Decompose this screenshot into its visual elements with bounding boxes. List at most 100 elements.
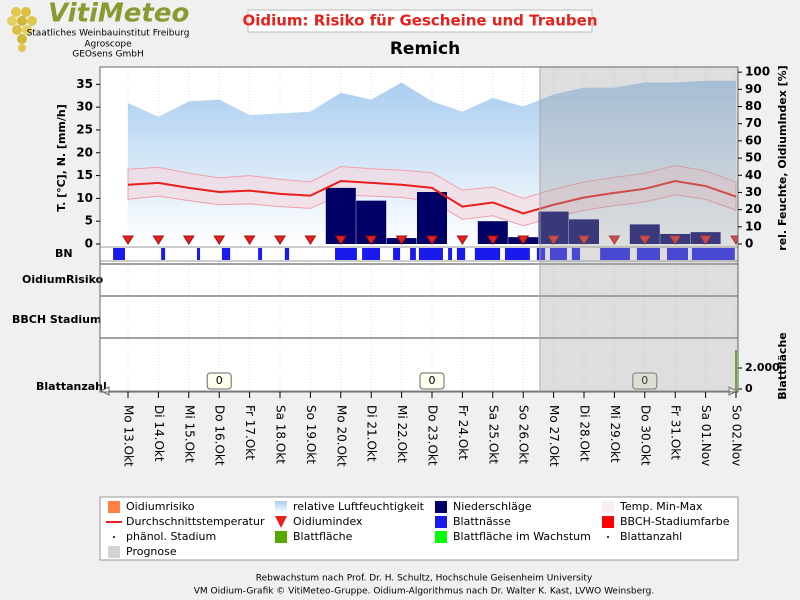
- bn-segment: [474, 248, 501, 260]
- y-tick-label: 35: [76, 77, 93, 91]
- legend-swatch: [435, 531, 447, 543]
- x-tick-label: Mi 22.Okt: [395, 405, 409, 463]
- legend-box: [99, 496, 739, 561]
- y-tick-label: 5: [85, 214, 93, 228]
- blatt-tick-label: 0: [745, 382, 753, 395]
- precip-bar: [325, 187, 356, 244]
- legend-swatch: [435, 501, 447, 513]
- bn-segment: [258, 248, 263, 260]
- legend-label: Blattfläche im Wachstum: [453, 530, 591, 543]
- legend-label: relative Luftfeuchtigkeit: [293, 500, 425, 513]
- oidium-marker: [486, 235, 499, 245]
- chart-subtitle: Remich: [390, 39, 460, 59]
- precip-bar: [477, 221, 508, 244]
- legend-label: Blattfläche: [293, 530, 353, 543]
- oidium-marker: [182, 235, 195, 245]
- blatt-value: 0: [216, 374, 223, 387]
- y-tick-label: 10: [76, 191, 93, 205]
- y-tick-label: 30: [76, 100, 93, 114]
- oidium-marker: [304, 235, 317, 245]
- bn-segment: [284, 248, 290, 260]
- title-box: [247, 9, 593, 33]
- y2-tick-label: 100: [745, 65, 770, 79]
- oidium-marker: [608, 235, 621, 245]
- y-tick-label: 25: [76, 122, 93, 136]
- x-tick-label: Fr 24.Okt: [456, 405, 470, 460]
- blatt-box: [419, 372, 445, 390]
- footer: VM Oidium-Grafik © VitiMeteo-Gruppe. Oid…: [194, 587, 654, 597]
- legend-label: Blattanzahl: [620, 530, 682, 543]
- y2-axis-label: rel. Feuchte, OidiumIndex [%]: [776, 65, 789, 250]
- oidium-marker: [365, 235, 378, 245]
- bn-segment: [362, 248, 381, 260]
- blatt-tick-label: 2.000: [745, 361, 780, 374]
- x-tick-label: Mo 20.Okt: [334, 405, 348, 467]
- bn-segment: [571, 248, 581, 260]
- bn-segment: [161, 248, 166, 260]
- footer: Rebwachstum nach Prof. Dr. H. Schultz, H…: [256, 574, 593, 584]
- legend-label: phänol. Stadium: [126, 530, 216, 543]
- y2-tick-label: 50: [745, 151, 762, 165]
- x-tick-label: Do 23.Okt: [426, 405, 440, 466]
- legend-swatch: [602, 516, 614, 528]
- prognosis: [539, 66, 739, 393]
- y2-tick-label: 60: [745, 133, 762, 147]
- y2-tick-label: 90: [745, 82, 762, 96]
- legend-swatch: [602, 501, 614, 513]
- x-tick-label: Sa 01.Nov: [699, 405, 713, 466]
- plot-layer: 0 0 0: [100, 67, 738, 392]
- bn-segment: [504, 248, 530, 260]
- arrow: [99, 386, 739, 396]
- legend-label: BBCH-Stadiumfarbe: [620, 515, 730, 528]
- legend-label: Oidiumrisiko: [126, 500, 195, 513]
- y-axis-label: T. [°C], N. [mm/h]: [55, 104, 68, 212]
- legend-swatch: [607, 536, 609, 538]
- logo-text: VitiMeteo: [48, 0, 189, 29]
- oidium-marker: [274, 235, 286, 245]
- oidium-marker: [122, 235, 134, 245]
- y2-tick-label: 70: [745, 116, 762, 130]
- x-tick-label: So 26.Okt: [517, 405, 531, 464]
- y2-tick-label: 10: [745, 219, 762, 233]
- oidium-marker: [456, 235, 469, 245]
- legend-swatch: [275, 531, 287, 543]
- bn-segment: [636, 248, 660, 260]
- oidium-marker: [699, 235, 712, 245]
- bn-segment: [600, 248, 630, 260]
- x-tick-label: So 19.Okt: [304, 405, 318, 464]
- x-tick-label: So 02.Nov: [730, 405, 744, 466]
- legend-label: Oidiumindex: [293, 515, 363, 528]
- precip-bar: [417, 191, 447, 244]
- y-tick-label: 20: [76, 145, 93, 159]
- x-tick-label: Mo 27.Okt: [547, 405, 561, 467]
- bn-segment: [418, 248, 443, 260]
- oidium-marker: [669, 235, 682, 245]
- plot-frame: [99, 66, 739, 393]
- bn-segment: [536, 248, 546, 260]
- panel-label: BBCH Stadium: [12, 313, 101, 326]
- x-tick-label: Sa 25.Okt: [486, 405, 500, 464]
- legend-swatch: [275, 516, 287, 528]
- oidium-marker: [730, 235, 738, 245]
- bn-segment: [335, 248, 357, 260]
- blatt-value: 0: [429, 374, 436, 387]
- x-tick-label: Mo 13.Okt: [122, 405, 136, 467]
- bn-segment: [197, 248, 201, 260]
- y2-tick-label: 30: [745, 185, 762, 199]
- bn-segment: [448, 248, 453, 260]
- bn-segment: [113, 248, 125, 260]
- chart-title: Oidium: Risiko für Gescheine und Trauben: [242, 12, 597, 30]
- x-tick-label: Mi 15.Okt: [182, 405, 196, 463]
- x-tick-label: Di 21.Okt: [365, 405, 379, 462]
- y-tick-label: 0: [85, 237, 93, 251]
- legend-swatch: [108, 546, 120, 558]
- legend-label: Blattnässe: [453, 515, 511, 528]
- temp-line: [127, 180, 737, 215]
- oidium-marker: [517, 235, 530, 245]
- legend-swatch: [108, 501, 120, 513]
- y2-tick-label: 20: [745, 202, 762, 216]
- blatt-box: [632, 372, 658, 390]
- oidium-marker: [213, 235, 226, 245]
- y2-tick-label: 0: [745, 237, 753, 251]
